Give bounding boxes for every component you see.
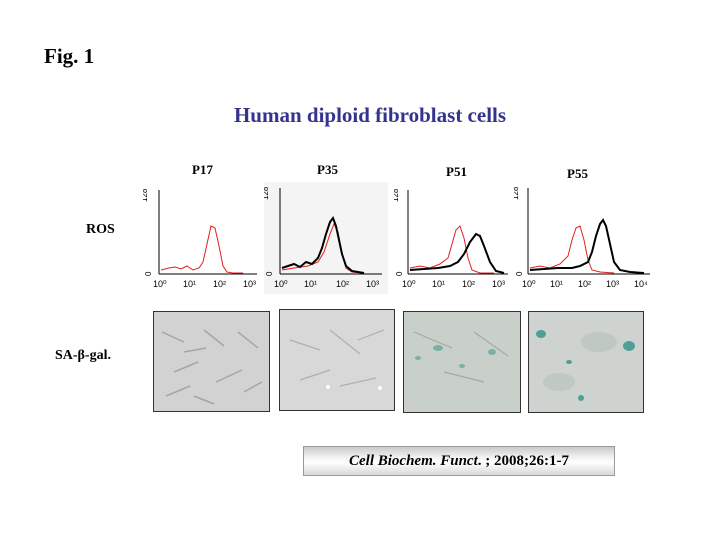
sample-trace <box>281 215 365 274</box>
x-tick-5: 10⁴ <box>634 279 648 289</box>
y-tick-top: 128 <box>514 186 520 200</box>
y-tick-top: 128 <box>394 188 400 202</box>
x-tick-1: 10⁰ <box>522 279 536 289</box>
citation-details: . ; 2008;26:1-7 <box>477 453 569 469</box>
x-tick-2: 10¹ <box>183 279 196 289</box>
x-tick-4: 10³ <box>243 279 256 289</box>
x-tick-2: 10¹ <box>550 279 563 289</box>
x-tick-4: 10³ <box>492 279 505 289</box>
micrograph-p35 <box>279 309 395 411</box>
figure-label: Fig. 1 <box>44 44 95 68</box>
x-tick-3: 10² <box>578 279 591 289</box>
histogram-svg: 128 0 10⁰ 10¹ 10² 10³ <box>391 188 508 289</box>
citation-box: Cell Biochem. Funct. ; 2008;26:1-7 <box>303 446 615 476</box>
control-trace <box>281 222 365 274</box>
passage-label-p35: P35 <box>317 162 338 177</box>
sample-trace <box>529 218 645 274</box>
x-tick-2: 10¹ <box>304 279 317 289</box>
x-tick-4: 10³ <box>606 279 619 289</box>
micrograph-p55 <box>528 311 644 413</box>
y-tick-bottom: 0 <box>144 271 153 276</box>
x-tick-1: 10⁰ <box>153 279 167 289</box>
ros-histogram-p51: 128 0 10⁰ 10¹ 10² 10³ <box>391 184 514 294</box>
y-tick-bottom: 0 <box>395 271 404 276</box>
y-tick-bottom: 0 <box>265 271 274 276</box>
ros-histogram-p35: 128 0 10⁰ 10¹ 10² 10³ <box>261 182 388 294</box>
histogram-svg: 128 0 10⁰ 10¹ 10² 10³ <box>140 188 257 289</box>
x-tick-3: 10² <box>213 279 226 289</box>
histogram-svg: 128 0 10⁰ 10¹ 10² 10³ 10⁴ <box>511 186 650 289</box>
micrograph-p17 <box>153 311 270 412</box>
x-tick-3: 10² <box>462 279 475 289</box>
control-trace <box>529 225 615 274</box>
ros-histogram-p55: 128 0 10⁰ 10¹ 10² 10³ 10⁴ <box>511 182 656 294</box>
micrograph-p51 <box>403 311 521 413</box>
cell-texture <box>536 330 635 401</box>
cell-texture <box>289 329 385 390</box>
passage-label-p51: P51 <box>446 164 467 179</box>
citation-journal: Cell Biochem. Funct <box>349 453 478 469</box>
x-tick-1: 10⁰ <box>274 279 288 289</box>
row-label-ros: ROS <box>86 222 115 237</box>
y-tick-top: 128 <box>143 188 149 202</box>
y-tick-top: 128 <box>264 186 270 200</box>
x-tick-1: 10⁰ <box>402 279 416 289</box>
y-tick-bottom: 0 <box>515 271 524 276</box>
sample-trace <box>409 232 505 274</box>
passage-label-p17: P17 <box>192 162 213 177</box>
histogram-svg: 128 0 10⁰ 10¹ 10² 10³ <box>261 186 382 289</box>
control-trace <box>160 225 243 274</box>
ros-histogram-p17: 128 0 10⁰ 10¹ 10² 10³ <box>140 184 263 294</box>
row-label-sa-gal: SA-β-gal. <box>55 348 111 363</box>
x-tick-2: 10¹ <box>432 279 445 289</box>
cell-texture <box>161 329 263 405</box>
figure-title: Human diploid fibroblast cells <box>233 103 507 127</box>
x-tick-3: 10² <box>336 279 349 289</box>
x-tick-4: 10³ <box>366 279 379 289</box>
passage-label-p55: P55 <box>567 166 588 181</box>
cell-texture <box>413 331 509 383</box>
